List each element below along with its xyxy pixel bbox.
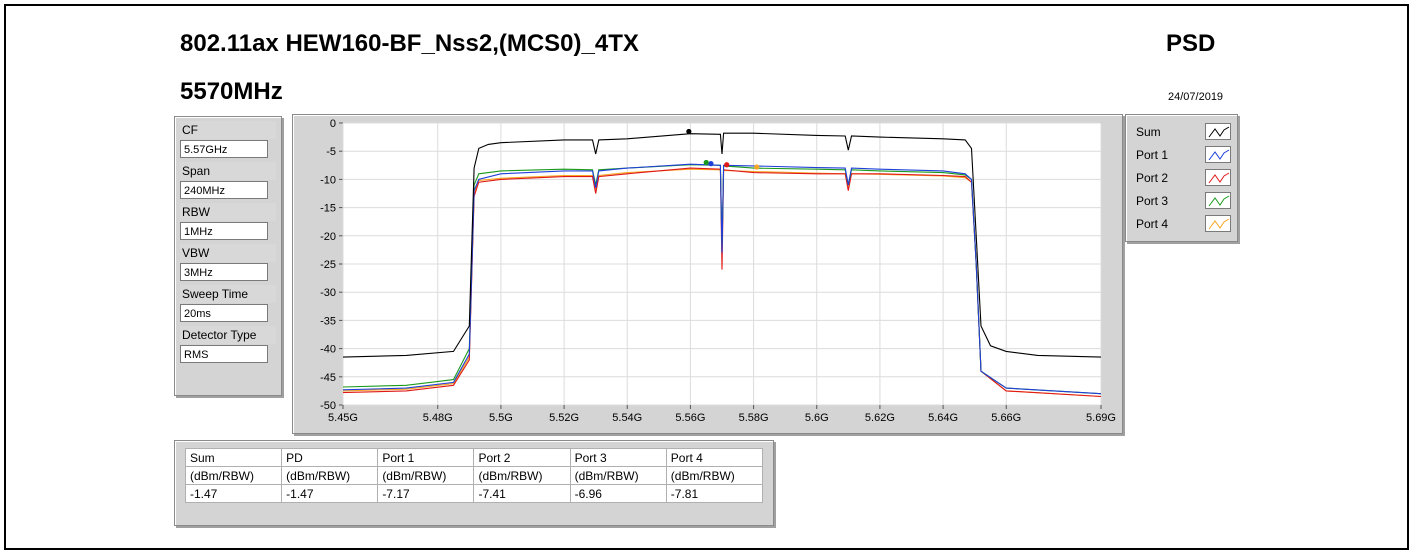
x-tick-label: 5.54G: [612, 412, 642, 424]
x-tick-label: 5.56G: [675, 412, 705, 424]
table-header: PD: [281, 448, 379, 467]
table-header: Sum: [184, 448, 283, 467]
table-unit: (dBm/RBW): [569, 466, 667, 485]
x-tick-label: 5.48G: [423, 412, 453, 424]
line-style-icon: [1205, 169, 1231, 186]
table-value: -7.41: [473, 484, 571, 503]
table-header: Port 1: [377, 448, 475, 467]
cf-field[interactable]: 5.57GHz: [180, 140, 268, 158]
settings-panel: CF 5.57GHz Span 240MHz RBW 1MHz VBW 3MHz…: [174, 116, 282, 396]
legend-item-port4[interactable]: Port 4: [1132, 212, 1231, 235]
peak-marker: [686, 128, 692, 135]
table-unit: (dBm/RBW): [473, 466, 571, 485]
detector-type-label: Detector Type: [180, 326, 276, 344]
x-tick-label: 5.62G: [865, 412, 895, 424]
table-header: Port 2: [473, 448, 571, 467]
legend-label-port3: Port 3: [1136, 193, 1169, 208]
table-value: -6.96: [569, 484, 667, 503]
span-field[interactable]: 240MHz: [180, 181, 268, 199]
vbw-field[interactable]: 3MHz: [180, 263, 268, 281]
table-value: -7.81: [665, 484, 764, 503]
y-tick-label: 0: [330, 118, 336, 130]
report-date: 24/07/2019: [1168, 91, 1224, 103]
table-row-headers: Sum PD Port 1 Port 2 Port 3 Port 4: [184, 448, 764, 467]
table-unit: (dBm/RBW): [184, 466, 283, 485]
legend-item-port2[interactable]: Port 2: [1132, 166, 1231, 189]
spectrum-chart[interactable]: 0 -5 -10 -15 -20 -25 -30 -35 -40 -45 -505.45G 5.48G…: [293, 115, 1122, 433]
sweep-time-field[interactable]: 20ms: [180, 304, 268, 322]
x-tick-label: 5.45G: [328, 412, 358, 424]
measurement-type: PSD: [1166, 30, 1216, 57]
table-row-values: -1.47 -1.47 -7.17 -7.41 -6.96 -7.81: [184, 484, 764, 503]
legend-item-sum[interactable]: Sum: [1132, 120, 1231, 143]
line-style-icon: [1205, 146, 1231, 163]
results-panel: Sum PD Port 1 Port 2 Port 3 Port 4 (dBm/…: [174, 440, 774, 526]
y-tick-label: -5: [326, 146, 336, 158]
line-style-icon: [1205, 192, 1231, 209]
legend-item-port1[interactable]: Port 1: [1132, 143, 1231, 166]
table-value: -7.17: [377, 484, 475, 503]
peak-marker: [754, 164, 760, 170]
peak-marker: [703, 159, 709, 166]
legend-label-port2: Port 2: [1136, 170, 1169, 185]
table-row-units: (dBm/RBW) (dBm/RBW) (dBm/RBW) (dBm/RBW) …: [184, 466, 764, 485]
series-line-port1: [342, 163, 1102, 395]
y-tick-label: -35: [320, 315, 336, 327]
span-label: Span: [180, 162, 276, 180]
results-table: Sum PD Port 1 Port 2 Port 3 Port 4 (dBm/…: [184, 448, 764, 503]
legend-label-sum: Sum: [1136, 124, 1161, 139]
table-value: -1.47: [184, 484, 283, 503]
legend-panel: Sum Port 1 Port 2 Port 3 Port 4: [1125, 114, 1238, 242]
cf-label: CF: [180, 121, 276, 139]
x-tick-label: 5.64G: [928, 412, 958, 424]
sweep-time-label: Sweep Time: [180, 285, 276, 303]
x-tick-label: 5.52G: [549, 412, 579, 424]
line-style-icon: [1205, 215, 1231, 232]
table-header: Port 3: [569, 448, 667, 467]
x-tick-label: 5.69G: [1086, 412, 1116, 424]
y-tick-label: -15: [320, 203, 336, 215]
spectrum-chart-panel: 0 -5 -10 -15 -20 -25 -30 -35 -40 -45 -50 5.45G 5.48G…: [292, 114, 1123, 434]
y-tick-label: -25: [320, 259, 336, 271]
y-tick-label: -40: [320, 344, 336, 356]
frequency-subtitle: 5570MHz: [180, 78, 283, 105]
peak-marker: [708, 161, 714, 167]
x-tick-label: 5.58G: [739, 412, 769, 424]
y-tick-label: -10: [320, 174, 336, 186]
table-header: Port 4: [665, 448, 764, 467]
detector-type-field[interactable]: RMS: [180, 345, 268, 363]
table-unit: (dBm/RBW): [377, 466, 475, 485]
table-unit: (dBm/RBW): [665, 466, 764, 485]
peak-marker: [724, 162, 730, 168]
legend-label-port1: Port 1: [1136, 147, 1169, 162]
x-tick-label: 5.6G: [805, 412, 829, 424]
rbw-label: RBW: [180, 203, 276, 221]
legend-item-port3[interactable]: Port 3: [1132, 189, 1231, 212]
y-tick-label: -50: [320, 400, 336, 412]
x-tick-label: 5.5G: [489, 412, 513, 424]
y-tick-label: -20: [320, 231, 336, 243]
table-value: -1.47: [281, 484, 379, 503]
vbw-label: VBW: [180, 244, 276, 262]
series-line-sum: [342, 132, 1102, 358]
x-tick-label: 5.66G: [991, 412, 1021, 424]
line-style-icon: [1205, 123, 1231, 140]
y-tick-label: -30: [320, 287, 336, 299]
rbw-field[interactable]: 1MHz: [180, 222, 268, 240]
legend-label-port4: Port 4: [1136, 216, 1169, 231]
y-tick-label: -45: [320, 372, 336, 384]
series-line-port2: [342, 167, 1102, 398]
report-title: 802.11ax HEW160-BF_Nss2,(MCS0)_4TX: [180, 30, 639, 57]
table-unit: (dBm/RBW): [281, 466, 379, 485]
